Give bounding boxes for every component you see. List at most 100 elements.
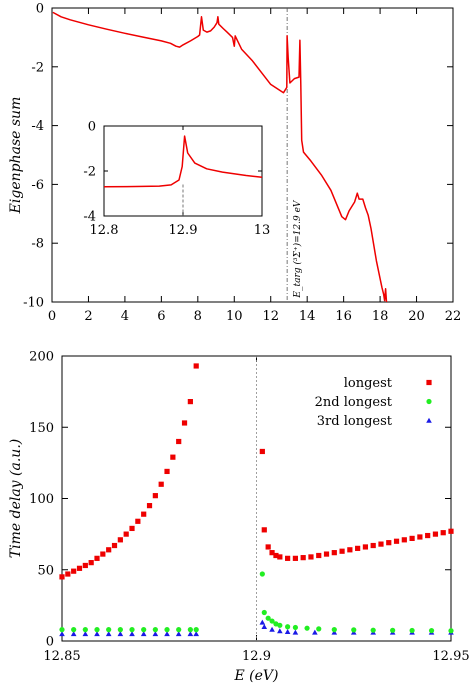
data-point-2nd-longest bbox=[106, 627, 112, 633]
data-point-3rd-longest bbox=[94, 631, 100, 637]
data-point-3rd-longest bbox=[187, 631, 194, 637]
data-point-2nd-longest bbox=[409, 627, 415, 634]
x-tick-label: 4 bbox=[121, 309, 129, 324]
data-point-2nd-longest bbox=[259, 571, 265, 577]
data-point-2nd-longest bbox=[261, 609, 267, 616]
data-point-longest bbox=[94, 555, 100, 561]
data-point-longest bbox=[417, 534, 423, 540]
data-point-2nd-longest bbox=[176, 627, 182, 633]
data-point-longest bbox=[292, 555, 298, 561]
x-tick-label: 12.9 bbox=[169, 223, 198, 238]
inset-panel: 12.8 12.9 13 0 -2 -4 bbox=[83, 120, 270, 239]
x-tick-label: 12.95 bbox=[432, 649, 469, 664]
data-point-longest bbox=[164, 468, 170, 475]
data-point-2nd-longest bbox=[265, 615, 271, 621]
y-tick-label: 50 bbox=[37, 563, 54, 578]
data-point-longest bbox=[76, 565, 83, 571]
data-point-longest bbox=[425, 532, 431, 539]
data-point-longest bbox=[193, 363, 199, 369]
data-point-longest bbox=[285, 555, 291, 561]
data-point-3rd-longest bbox=[426, 417, 432, 423]
y-axis-label: Eigenphase sum bbox=[8, 97, 24, 215]
x-tick-label: 12 bbox=[262, 309, 279, 324]
data-point-2nd-longest bbox=[331, 627, 337, 633]
data-point-longest bbox=[170, 454, 176, 460]
data-point-2nd-longest bbox=[129, 627, 135, 633]
data-point-3rd-longest bbox=[269, 626, 275, 632]
data-point-3rd-longest bbox=[277, 628, 283, 634]
data-point-3rd-longest bbox=[312, 629, 318, 635]
x-tick-label: 12.85 bbox=[43, 649, 80, 664]
x-tick-label: 10 bbox=[226, 309, 243, 324]
legend-label: longest bbox=[344, 376, 393, 391]
target-energy-annotation: E_targ (³Σ⁺)=12.9 eV bbox=[292, 199, 303, 298]
x-tick-label: 12.9 bbox=[242, 649, 271, 664]
data-point-longest bbox=[259, 448, 265, 455]
x-tick-label: 2 bbox=[84, 309, 92, 324]
data-point-longest bbox=[378, 541, 384, 547]
data-point-longest bbox=[386, 540, 392, 546]
data-point-longest bbox=[401, 537, 407, 543]
data-point-longest bbox=[187, 399, 193, 405]
time-delay-panel: 12.85 12.9 12.95 0 50 100 150 200 Time delay (a.… bbox=[8, 350, 470, 685]
data-point-3rd-longest bbox=[82, 631, 89, 637]
data-point-longest bbox=[59, 574, 65, 580]
data-point-longest bbox=[316, 552, 322, 559]
data-point-3rd-longest bbox=[117, 631, 124, 637]
data-point-longest bbox=[158, 481, 164, 487]
data-point-longest bbox=[129, 525, 135, 532]
data-point-2nd-longest bbox=[448, 628, 454, 634]
data-point-2nd-longest bbox=[94, 627, 100, 633]
data-point-2nd-longest bbox=[351, 627, 357, 633]
data-point-2nd-longest bbox=[428, 627, 435, 634]
x-tick-label: 16 bbox=[335, 309, 352, 324]
data-point-2nd-longest bbox=[59, 627, 65, 633]
data-point-2nd-longest bbox=[304, 625, 310, 631]
plot-frame bbox=[51, 7, 454, 303]
data-point-3rd-longest bbox=[175, 631, 182, 637]
data-point-3rd-longest bbox=[284, 628, 291, 634]
x-tick-label: 18 bbox=[372, 309, 389, 324]
data-point-longest bbox=[261, 527, 267, 533]
y-tick-label: -10 bbox=[23, 296, 44, 311]
data-point-3rd-longest bbox=[152, 631, 159, 637]
data-point-3rd-longest bbox=[193, 631, 200, 637]
data-point-3rd-longest bbox=[70, 631, 77, 637]
data-point-2nd-longest bbox=[292, 624, 298, 631]
data-point-2nd-longest bbox=[277, 622, 283, 628]
data-point-2nd-longest bbox=[316, 626, 322, 632]
data-point-2nd-longest bbox=[370, 627, 376, 633]
data-point-longest bbox=[347, 547, 353, 553]
x-tick-label: 20 bbox=[408, 309, 425, 324]
data-point-2nd-longest bbox=[390, 627, 396, 633]
data-point-longest bbox=[300, 555, 306, 561]
data-point-longest bbox=[409, 535, 415, 541]
y-tick-label: -4 bbox=[31, 119, 44, 134]
data-point-2nd-longest bbox=[141, 627, 147, 633]
data-point-2nd-longest bbox=[426, 398, 432, 405]
data-point-2nd-longest bbox=[193, 627, 199, 633]
data-point-2nd-longest bbox=[285, 624, 291, 630]
y-tick-label: 100 bbox=[29, 492, 54, 507]
data-point-longest bbox=[152, 493, 158, 499]
data-point-3rd-longest bbox=[164, 631, 170, 637]
x-tick-label: 12.8 bbox=[90, 223, 119, 238]
x-tick-label: 6 bbox=[157, 309, 165, 324]
data-point-longest bbox=[308, 554, 314, 560]
eigenphase-panel: 0 2 4 6 8 10 12 14 16 18 20 22 0 -2 -4 -6 -8 -10 E_targ (³… bbox=[8, 2, 461, 325]
y-tick-label: 0 bbox=[46, 635, 54, 650]
data-point-longest bbox=[273, 552, 279, 559]
data-point-3rd-longest bbox=[259, 619, 266, 625]
data-point-longest bbox=[362, 544, 369, 550]
data-point-2nd-longest bbox=[152, 627, 158, 633]
plot-frame bbox=[61, 355, 452, 642]
data-point-longest bbox=[88, 560, 94, 566]
data-point-longest bbox=[123, 531, 129, 537]
data-point-longest bbox=[135, 518, 141, 524]
y-tick-label: -6 bbox=[31, 178, 44, 193]
data-point-longest bbox=[117, 537, 123, 543]
data-point-2nd-longest bbox=[82, 627, 88, 633]
data-point-longest bbox=[440, 530, 446, 536]
data-point-longest bbox=[71, 568, 77, 574]
data-point-longest bbox=[331, 550, 337, 556]
